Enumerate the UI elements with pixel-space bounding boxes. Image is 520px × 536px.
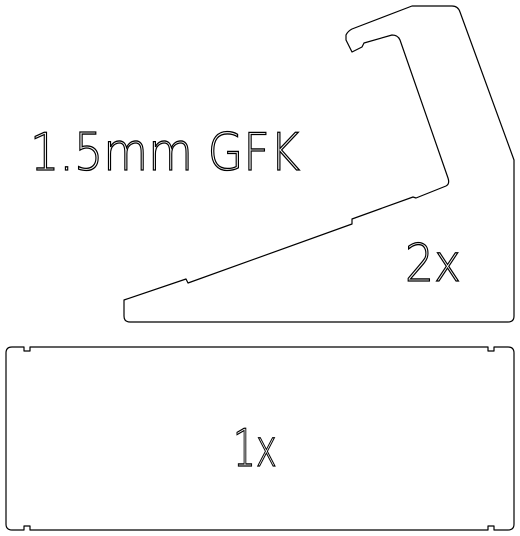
base-plate-outline — [5, 346, 515, 531]
bracket-outline — [123, 5, 515, 323]
material-label: 1.5mm GFK — [30, 123, 300, 183]
bracket-quantity-label: 2x — [405, 234, 461, 294]
base-plate-quantity-label: 1x — [233, 419, 277, 479]
